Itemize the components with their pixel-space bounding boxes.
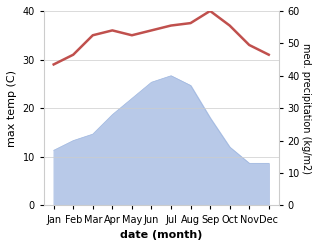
Y-axis label: max temp (C): max temp (C)	[7, 70, 17, 147]
Y-axis label: med. precipitation (kg/m2): med. precipitation (kg/m2)	[301, 43, 311, 174]
X-axis label: date (month): date (month)	[120, 230, 203, 240]
